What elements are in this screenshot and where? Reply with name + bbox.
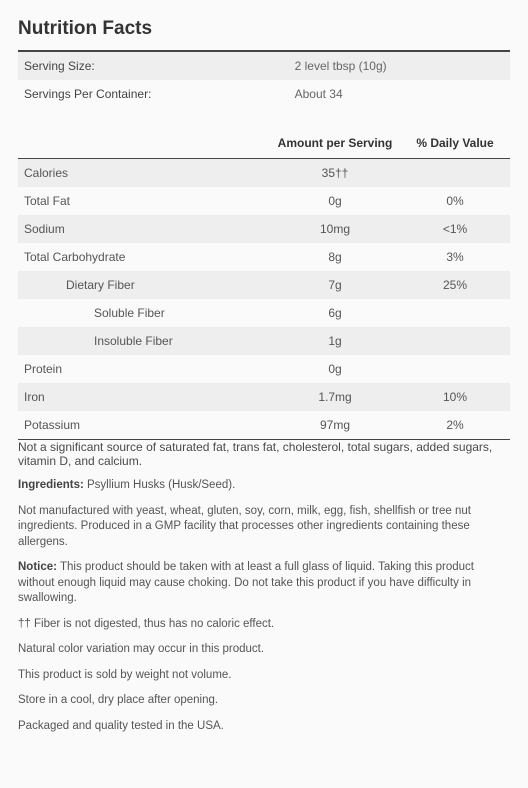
nutrient-amount: 7g xyxy=(270,271,400,299)
nutrition-table: Amount per Serving % Daily Value Calorie… xyxy=(18,126,510,468)
serving-size-label: Serving Size: xyxy=(18,52,289,80)
nutrient-dv: <1% xyxy=(400,215,510,243)
nutrient-row: Dietary Fiber 7g 25% xyxy=(18,271,510,299)
notice-note: Notice: This product should be taken wit… xyxy=(18,560,510,607)
nutrient-dv: 10% xyxy=(400,383,510,411)
nutrient-row: Iron 1.7mg 10% xyxy=(18,383,510,411)
nutrient-row: Sodium 10mg <1% xyxy=(18,215,510,243)
nutrient-row: Protein 0g xyxy=(18,355,510,383)
nutrient-dv xyxy=(400,159,510,187)
color-note: Natural color variation may occur in thi… xyxy=(18,642,510,658)
nutrient-row: Soluble Fiber 6g xyxy=(18,299,510,327)
notes-section: Ingredients: Psyllium Husks (Husk/Seed).… xyxy=(18,478,510,734)
nutrient-row: Total Carbohydrate 8g 3% xyxy=(18,243,510,271)
serving-size-row: Serving Size: 2 level tbsp (10g) xyxy=(18,52,510,80)
packaged-note: Packaged and quality tested in the USA. xyxy=(18,719,510,735)
nutrient-amount: 8g xyxy=(270,243,400,271)
column-headers: Amount per Serving % Daily Value xyxy=(18,126,510,158)
nutrient-dv: 2% xyxy=(400,411,510,439)
dv-header: % Daily Value xyxy=(400,126,510,158)
nutrient-row: Calories 35†† xyxy=(18,159,510,187)
notice-value: This product should be taken with at lea… xyxy=(18,561,474,604)
nutrient-amount: 1.7mg xyxy=(270,383,400,411)
nutrient-row: Potassium 97mg 2% xyxy=(18,411,510,439)
nutrient-name: Protein xyxy=(18,355,270,383)
allergen-note: Not manufactured with yeast, wheat, glut… xyxy=(18,504,510,551)
nutrient-name: Sodium xyxy=(18,215,270,243)
servings-per-container-value: About 34 xyxy=(289,80,510,108)
nutrient-name: Soluble Fiber xyxy=(18,299,270,327)
weight-note: This product is sold by weight not volum… xyxy=(18,668,510,684)
nutrient-amount: 35†† xyxy=(270,159,400,187)
nutrient-dv xyxy=(400,355,510,383)
nutrient-name: Total Fat xyxy=(18,187,270,215)
nutrient-amount: 97mg xyxy=(270,411,400,439)
nutrient-amount: 0g xyxy=(270,355,400,383)
nutrient-row: Total Fat 0g 0% xyxy=(18,187,510,215)
nutrient-name: Total Carbohydrate xyxy=(18,243,270,271)
nutrient-amount: 10mg xyxy=(270,215,400,243)
nutrient-name: Potassium xyxy=(18,411,270,439)
amount-header: Amount per Serving xyxy=(270,126,400,158)
table-footnote: Not a significant source of saturated fa… xyxy=(18,440,492,468)
nutrient-amount: 6g xyxy=(270,299,400,327)
serving-table: Serving Size: 2 level tbsp (10g) Serving… xyxy=(18,52,510,108)
notice-label: Notice: xyxy=(18,561,57,573)
ingredients-label: Ingredients: xyxy=(18,479,84,491)
serving-size-value: 2 level tbsp (10g) xyxy=(289,52,510,80)
nutrition-facts-title: Nutrition Facts xyxy=(18,18,510,40)
nutrient-dv xyxy=(400,299,510,327)
nutrient-name: Iron xyxy=(18,383,270,411)
servings-per-container-row: Servings Per Container: About 34 xyxy=(18,80,510,108)
ingredients-value: Psyllium Husks (Husk/Seed). xyxy=(84,479,235,491)
nutrient-name: Insoluble Fiber xyxy=(18,327,270,355)
nutrient-dv xyxy=(400,327,510,355)
nutrient-amount: 1g xyxy=(270,327,400,355)
nutrient-name: Dietary Fiber xyxy=(18,271,270,299)
nutrient-dv: 0% xyxy=(400,187,510,215)
nutrient-name: Calories xyxy=(18,159,270,187)
fiber-note: †† Fiber is not digested, thus has no ca… xyxy=(18,617,510,633)
nutrient-amount: 0g xyxy=(270,187,400,215)
nutrient-row: Insoluble Fiber 1g xyxy=(18,327,510,355)
nutrient-dv: 25% xyxy=(400,271,510,299)
table-footnote-row: Not a significant source of saturated fa… xyxy=(18,440,510,468)
store-note: Store in a cool, dry place after opening… xyxy=(18,693,510,709)
ingredients-note: Ingredients: Psyllium Husks (Husk/Seed). xyxy=(18,478,510,494)
nutrient-dv: 3% xyxy=(400,243,510,271)
servings-per-container-label: Servings Per Container: xyxy=(18,80,289,108)
